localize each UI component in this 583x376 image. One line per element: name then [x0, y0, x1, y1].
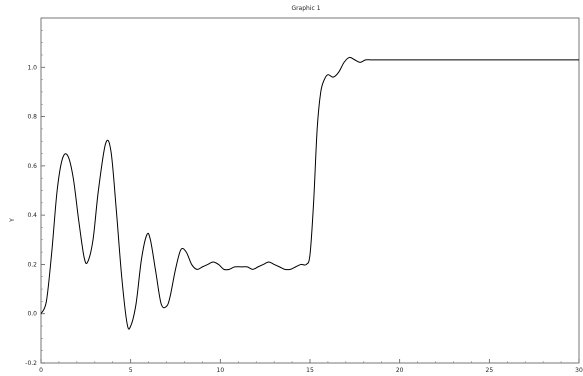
y-tick-label: 0.4	[27, 212, 37, 219]
series-line	[40, 56, 579, 330]
x-tick-label: 10	[217, 367, 225, 374]
x-tick-label: 15	[306, 367, 314, 374]
y-axis-label: Y	[9, 218, 16, 223]
y-tick-label: 1.0	[27, 64, 37, 71]
x-axis: 0 5 10 15 20 25 30	[39, 359, 583, 374]
x-tick-label: 30	[575, 367, 583, 374]
y-tick-label: 0.8	[27, 114, 37, 121]
x-tick-label: 20	[396, 367, 404, 374]
chart-title: Graphic 1	[291, 5, 320, 12]
y-tick-label: 0.6	[27, 163, 37, 170]
y-tick-label: -0.2	[25, 360, 37, 367]
x-tick-label: 25	[486, 367, 494, 374]
plot-frame	[40, 17, 580, 364]
y-axis: -0.2 0.0 0.2 0.4 0.6 0.8 1.0	[25, 17, 45, 367]
y-tick-label: 0.0	[27, 311, 37, 318]
x-tick-label: 0	[39, 367, 43, 374]
y-tick-label: 0.2	[27, 261, 37, 268]
x-tick-label: 5	[129, 367, 133, 374]
